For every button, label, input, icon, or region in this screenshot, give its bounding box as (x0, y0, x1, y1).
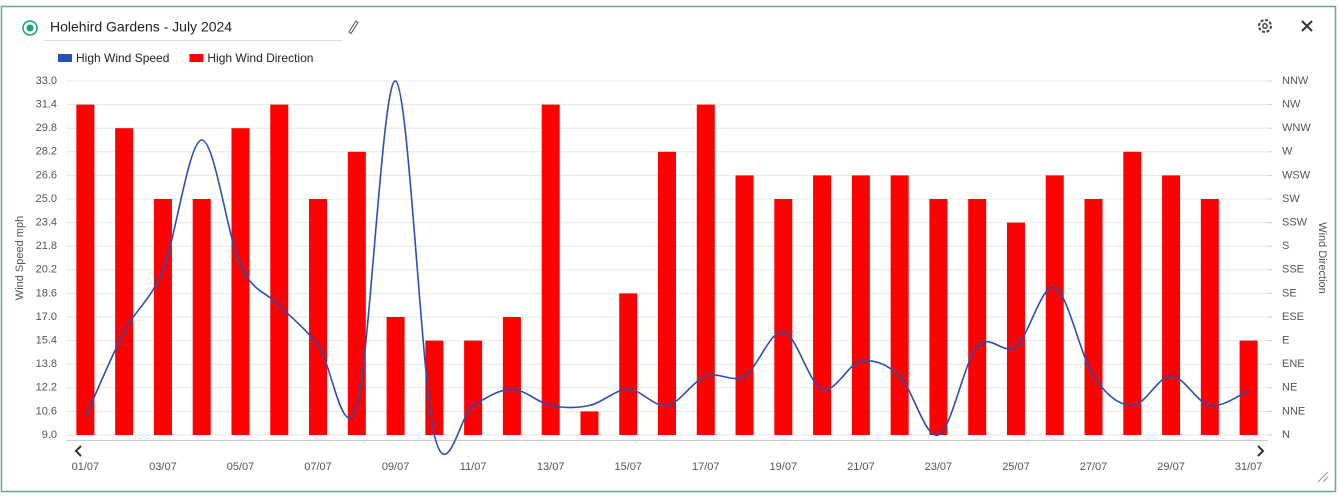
bar (658, 151, 676, 436)
y-tick-label: 20.2 (36, 264, 57, 276)
y2-tick-label: SE (1282, 287, 1297, 299)
gear[interactable] (1258, 19, 1272, 33)
y2-tick-label: NNE (1282, 405, 1305, 417)
bar (735, 175, 754, 435)
resize-handle[interactable] (1317, 471, 1329, 483)
y-tick-label: 33.0 (36, 75, 57, 87)
edit-icon[interactable] (348, 20, 359, 35)
y2-tick-label: NW (1282, 99, 1301, 111)
bar (696, 104, 715, 435)
close-icon[interactable] (1301, 20, 1313, 32)
y2-tick-label: SW (1282, 193, 1300, 205)
x-tick-label: 29/07 (1157, 461, 1185, 473)
y-tick-label: 9.0 (42, 429, 57, 441)
y2-tick-label: NNW (1282, 75, 1309, 87)
y2-tick-label: ENE (1282, 358, 1305, 370)
status-dot (26, 24, 34, 32)
y-axis-title: Wind Speed mph (14, 216, 26, 300)
y-tick-label: 21.8 (36, 240, 57, 252)
y2-tick-label: WSW (1282, 169, 1311, 181)
bar (968, 199, 987, 435)
y2-tick-label: SSW (1282, 217, 1308, 229)
scroll-left[interactable] (74, 445, 82, 457)
x-tick-label: 25/07 (1002, 461, 1030, 473)
x-tick-label: 09/07 (382, 461, 410, 473)
legend-swatch (58, 54, 72, 62)
bar (1200, 199, 1219, 435)
x-tick-label: 21/07 (847, 461, 875, 473)
y-tick-label: 25.0 (36, 193, 57, 205)
bar (813, 175, 832, 435)
line (84, 80, 1249, 455)
y2-tick-label: NE (1282, 382, 1297, 394)
y2-tick-label: W (1282, 146, 1293, 158)
bar (464, 340, 483, 435)
y-tick-label: 12.2 (36, 382, 57, 394)
legend-label: High Wind Speed (76, 51, 169, 65)
bar (541, 104, 560, 435)
x-tick-label: 17/07 (692, 461, 720, 473)
x-tick-label: 19/07 (770, 461, 798, 473)
gear-hub[interactable] (1262, 23, 1268, 29)
bar (1006, 222, 1025, 435)
x-tick-label: 05/07 (227, 461, 255, 473)
bar (386, 317, 405, 435)
legend-swatch (189, 54, 204, 62)
y-tick-label: 26.6 (36, 169, 57, 181)
y-tick-label: 13.8 (36, 358, 57, 370)
bar (115, 128, 134, 435)
y2-tick-label: N (1282, 429, 1290, 441)
y-tick-label: 28.2 (36, 146, 57, 158)
x-tick-label: 03/07 (149, 461, 177, 473)
y2-tick-label: WNW (1282, 122, 1311, 134)
y-tick-label: 23.4 (36, 217, 57, 229)
legend-label: High Wind Direction (207, 51, 313, 65)
x-tick-label: 23/07 (925, 461, 953, 473)
bar (502, 317, 521, 435)
x-tick-label: 11/07 (460, 461, 487, 473)
bar (929, 199, 948, 435)
y-tick-label: 29.8 (36, 122, 57, 134)
bar (890, 175, 909, 435)
bar (192, 199, 211, 435)
scroll-right[interactable] (1257, 445, 1265, 457)
bar (76, 104, 95, 435)
x-tick-label: 31/07 (1235, 461, 1263, 473)
bar (1162, 175, 1181, 435)
bar (774, 199, 793, 435)
bar (309, 199, 328, 435)
bar (619, 293, 638, 435)
y-tick-label: 18.6 (36, 287, 57, 299)
bar (231, 128, 250, 435)
x-tick-label: 27/07 (1080, 461, 1108, 473)
bar (580, 411, 599, 435)
y-tick-label: 10.6 (36, 405, 57, 417)
y2-tick-label: S (1282, 240, 1289, 252)
x-tick-label: 01/07 (72, 461, 100, 473)
x-tick-label: 15/07 (614, 461, 642, 473)
y2-tick-label: E (1282, 335, 1289, 347)
y-tick-label: 17.0 (36, 311, 57, 323)
x-tick-label: 07/07 (304, 461, 332, 473)
bar (851, 175, 870, 435)
bar (347, 151, 366, 436)
y2-tick-label: ESE (1282, 311, 1304, 323)
y-tick-label: 31.4 (36, 99, 57, 111)
y2-axis-title: Wind Direction (1316, 222, 1328, 294)
bar (153, 199, 172, 435)
bar (1045, 175, 1064, 435)
bar (1123, 151, 1142, 436)
bar (1239, 340, 1258, 435)
bar (1084, 199, 1103, 435)
settings-icon[interactable] (1258, 19, 1272, 33)
y2-tick-label: SSE (1282, 264, 1304, 276)
x-tick-label: 13/07 (537, 461, 565, 473)
y-tick-label: 15.4 (36, 335, 57, 347)
bar (270, 104, 289, 435)
chart-title: Holehird Gardens - July 2024 (50, 19, 232, 35)
